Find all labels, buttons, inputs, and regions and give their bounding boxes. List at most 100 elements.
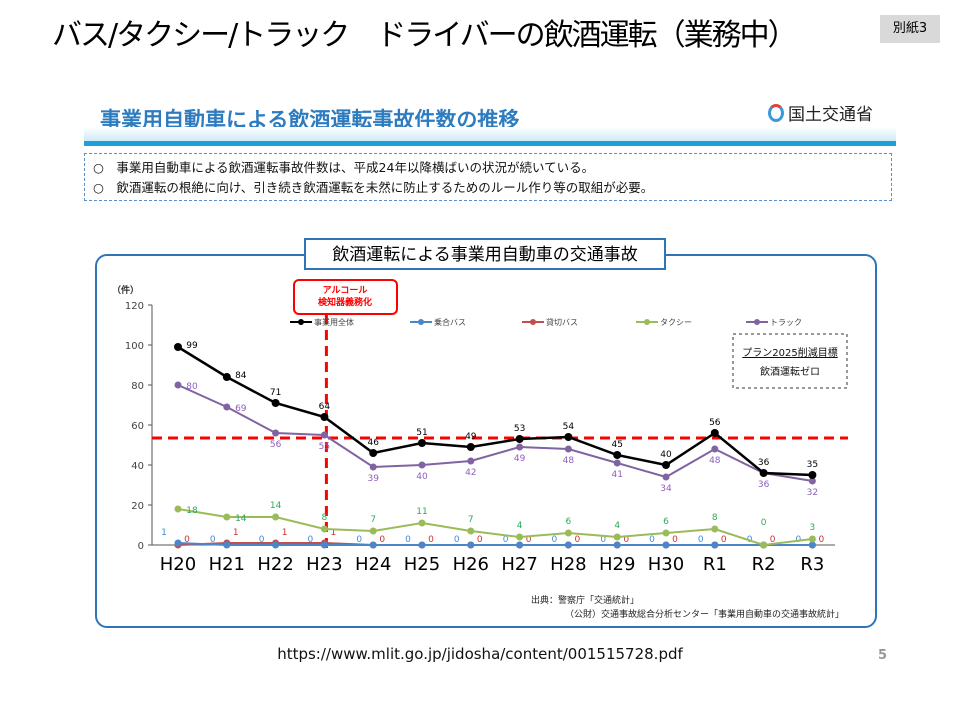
data-label: 0 [623,535,629,545]
x-tick-label: H21 [209,554,245,575]
source-line: 出典：警察庁「交通統計」 [531,594,639,606]
data-point [516,443,524,451]
data-label: 41 [611,470,622,480]
data-label: 0 [477,535,483,545]
data-label: 7 [370,515,376,525]
data-label: 0 [184,535,190,545]
data-point [808,477,816,485]
data-label: 0 [819,535,825,545]
series-line [177,508,813,547]
data-label: 0 [308,535,314,545]
x-tick-label: H30 [648,554,684,575]
data-point [222,373,231,381]
data-label: 0 [454,535,460,545]
data-point [613,533,621,541]
data-point [613,541,621,549]
data-point [418,439,426,447]
y-axis-label: （件） [112,284,139,296]
y-tick-label: 120 [125,301,144,312]
data-point [272,541,280,549]
x-tick-label: H23 [306,554,342,575]
legend-marker [298,319,304,325]
data-label: 0 [770,535,776,545]
data-label: 0 [405,535,411,545]
y-tick-label: 40 [131,461,144,472]
data-point [564,445,572,453]
data-point [320,413,329,421]
data-label: 40 [416,472,428,482]
data-label: 36 [758,458,770,468]
data-point [515,435,524,443]
data-label: 64 [319,402,331,412]
data-point [808,535,816,543]
data-label: 42 [465,468,476,478]
data-point [710,429,719,437]
target-title: プラン2025削減目標 [742,346,837,359]
summary-bullet: ○ 飲酒運転の根絶に向け、引き続き飲酒運転を未然に防止するためのルール作り等の取… [93,180,654,195]
alcohol-check-label: アルコール [323,285,368,296]
data-label: 0 [526,535,532,545]
data-label: 0 [210,535,216,545]
data-point [320,431,328,439]
data-label: 45 [611,440,622,450]
source-url[interactable]: https://www.mlit.go.jp/jidosha/content/0… [277,645,683,663]
data-point [272,429,280,437]
data-point [418,541,426,549]
data-label: 18 [186,506,198,516]
data-label: 0 [503,535,509,545]
data-point [662,541,670,549]
data-label: 4 [614,521,620,531]
slide-title: バス/タクシー/トラック ドライバーの飲酒運転（業務中） [52,18,798,53]
data-label: 0 [575,535,581,545]
data-label: 56 [709,418,721,428]
data-label: 49 [465,432,477,442]
data-point [662,529,670,537]
data-point [320,525,328,533]
data-label: 0 [379,535,385,545]
y-tick-label: 60 [131,421,144,432]
x-tick-label: R1 [703,554,727,575]
data-point [711,541,719,549]
x-tick-label: R2 [752,554,776,575]
x-tick-label: H25 [404,554,440,575]
data-label: 99 [186,341,198,351]
data-point [418,461,426,469]
data-label: 56 [270,440,282,450]
data-point [467,541,475,549]
data-label: 7 [468,515,474,525]
summary-bullet: ○ 事業用自動車による飲酒運転事故件数は、平成24年以降横ばいの状況が続いている… [93,160,595,175]
data-point [662,461,670,469]
data-point [223,403,231,411]
data-point [223,541,231,549]
data-point [808,471,817,479]
data-point [174,505,182,513]
data-label: 6 [663,517,669,527]
annex-label: 別紙3 [880,15,940,43]
x-tick-label: H22 [257,554,293,575]
data-label: 0 [721,535,727,545]
data-label: 0 [552,535,558,545]
data-point [223,513,231,521]
data-label: 14 [270,501,282,511]
y-tick-label: 20 [131,501,144,512]
data-point [711,445,719,453]
header-band [84,127,896,141]
x-tick-label: H20 [160,554,196,575]
data-label: 53 [514,424,525,434]
alcohol-check-label: 検知器義務化 [318,296,372,308]
data-point [516,533,524,541]
data-point [174,343,182,351]
y-tick-label: 100 [125,341,144,352]
data-point [369,449,378,457]
legend-marker [644,319,650,325]
data-point [369,463,377,471]
target-box [732,333,848,389]
x-tick-label: H24 [355,554,391,575]
legend-label: 事業用全体 [314,317,354,327]
legend-label: トラック [770,318,802,327]
data-point [467,457,475,465]
y-tick-label: 80 [131,381,144,392]
data-label: 55 [319,442,330,452]
data-label: 46 [367,438,379,448]
